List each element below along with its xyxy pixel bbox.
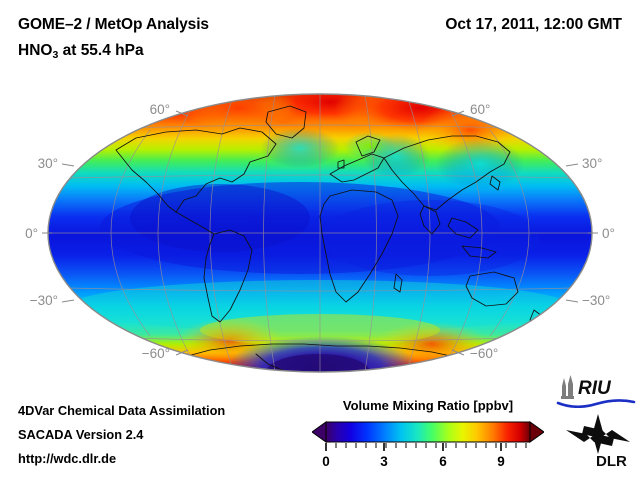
footer-line-url[interactable]: http://wdc.dlr.de xyxy=(18,451,117,466)
coastline-north-america xyxy=(115,127,277,213)
dlr-pinwheel-icon xyxy=(566,414,630,454)
dlr-logo: DLR xyxy=(566,414,630,470)
meridian-90w xyxy=(157,109,191,357)
north-atlantic-cool xyxy=(260,128,340,168)
lat-label-left-60n: 60° xyxy=(150,102,170,117)
riu-logo: RIU xyxy=(556,375,636,408)
coastlines xyxy=(115,105,543,372)
graticule xyxy=(48,94,592,372)
page-title: GOME–2 / MetOp Analysis xyxy=(18,16,209,33)
map-svg: 60° 30° 0° −30° −60° 60° 30° 0° −30° −60… xyxy=(25,93,615,373)
colorbar: Volume Mixing Ratio [ppbv] xyxy=(312,398,544,474)
colorbar-right-arrow xyxy=(529,421,544,443)
tick-right-60n xyxy=(451,110,465,117)
colorbar-svg: 0 3 6 9 xyxy=(312,421,544,469)
coastline-british-isles xyxy=(337,159,345,169)
species-subscript: 3 xyxy=(52,49,59,61)
tick-left-60s xyxy=(175,349,189,356)
dlr-label: DLR xyxy=(596,453,627,470)
lat-label-right-60n: 60° xyxy=(470,102,490,117)
coastline-madagascar xyxy=(393,273,403,293)
latitude-ticks xyxy=(42,110,598,356)
meridian-120w xyxy=(110,129,151,337)
lat-label-left-30n: 30° xyxy=(38,156,58,171)
lat-label-right-30n: 30° xyxy=(582,156,602,171)
colorbar-minor-ticks xyxy=(335,443,527,448)
riu-label: RIU xyxy=(578,378,612,399)
meridian-90e xyxy=(449,109,483,357)
coastline-central-america xyxy=(175,211,215,235)
lat-label-left-0: 0° xyxy=(25,226,38,241)
footer-line-version: SACADA Version 2.4 xyxy=(18,427,144,442)
tick-left-60n xyxy=(175,110,189,117)
colorbar-tick-3: 3 xyxy=(380,454,388,469)
colorbar-major-ticks xyxy=(325,443,502,451)
footer-line-assimilation: 4DVar Chemical Data Assimilation xyxy=(18,403,226,418)
datestamp: Oct 17, 2011, 12:00 GMT xyxy=(445,16,622,33)
coastline-europe xyxy=(329,153,385,183)
meridian-120e xyxy=(489,129,530,337)
colorbar-tick-9: 9 xyxy=(497,454,505,469)
species-level: at 55.4 hPa xyxy=(58,42,144,59)
antarctic-vortex-center xyxy=(266,354,370,372)
atlantic-minimum xyxy=(130,184,310,252)
coastline-africa xyxy=(319,189,399,303)
lat-label-left-30s: −30° xyxy=(30,293,58,308)
riu-swoosh xyxy=(556,399,636,408)
species-prefix: HNO xyxy=(18,42,53,59)
scandinavia-green xyxy=(344,132,396,160)
meridian-60w xyxy=(209,98,233,368)
lat-label-right-0: 0° xyxy=(602,226,615,241)
species-subtitle: HNO3 at 55.4 hPa xyxy=(18,42,144,61)
tropical-minimum xyxy=(100,182,500,274)
arctic-warm-canada xyxy=(178,94,298,130)
lat-label-right-30s: −30° xyxy=(582,293,610,308)
asia-cool xyxy=(436,138,524,190)
coastline-india xyxy=(419,205,441,235)
coastline-indonesia xyxy=(461,245,497,259)
colorbar-tick-0: 0 xyxy=(322,454,330,469)
tick-right-30n xyxy=(565,163,579,167)
tick-left-30s xyxy=(61,299,75,303)
tick-right-60s xyxy=(451,349,465,356)
colorbar-left-arrow xyxy=(312,421,327,443)
meridian-30e xyxy=(364,94,377,372)
coastline-antarctica xyxy=(179,343,461,359)
lat-label-right-60s: −60° xyxy=(470,346,498,361)
coastline-scandinavia xyxy=(355,135,381,157)
meridian-30w xyxy=(263,94,276,372)
cathedral-icon xyxy=(561,375,574,399)
coastline-asia xyxy=(383,135,511,211)
meridian-60e xyxy=(407,98,431,368)
coastline-southeast-asia xyxy=(447,217,479,239)
tick-right-30s xyxy=(565,299,579,303)
coastline-japan xyxy=(489,175,501,191)
tick-left-30n xyxy=(61,163,75,167)
world-map: 60° 30° 0° −30° −60° 60° 30° 0° −30° −60… xyxy=(0,78,640,388)
coastline-australia xyxy=(465,271,519,307)
colorbar-tick-6: 6 xyxy=(439,454,447,469)
lat-label-left-60s: −60° xyxy=(142,346,170,361)
colorbar-gradient xyxy=(325,421,531,443)
latitude-labels: 60° 30° 0° −30° −60° 60° 30° 0° −30° −60… xyxy=(25,102,615,361)
colorbar-title: Volume Mixing Ratio [ppbv] xyxy=(342,398,514,413)
coastline-south-america xyxy=(203,229,253,323)
coastline-greenland xyxy=(265,105,307,139)
